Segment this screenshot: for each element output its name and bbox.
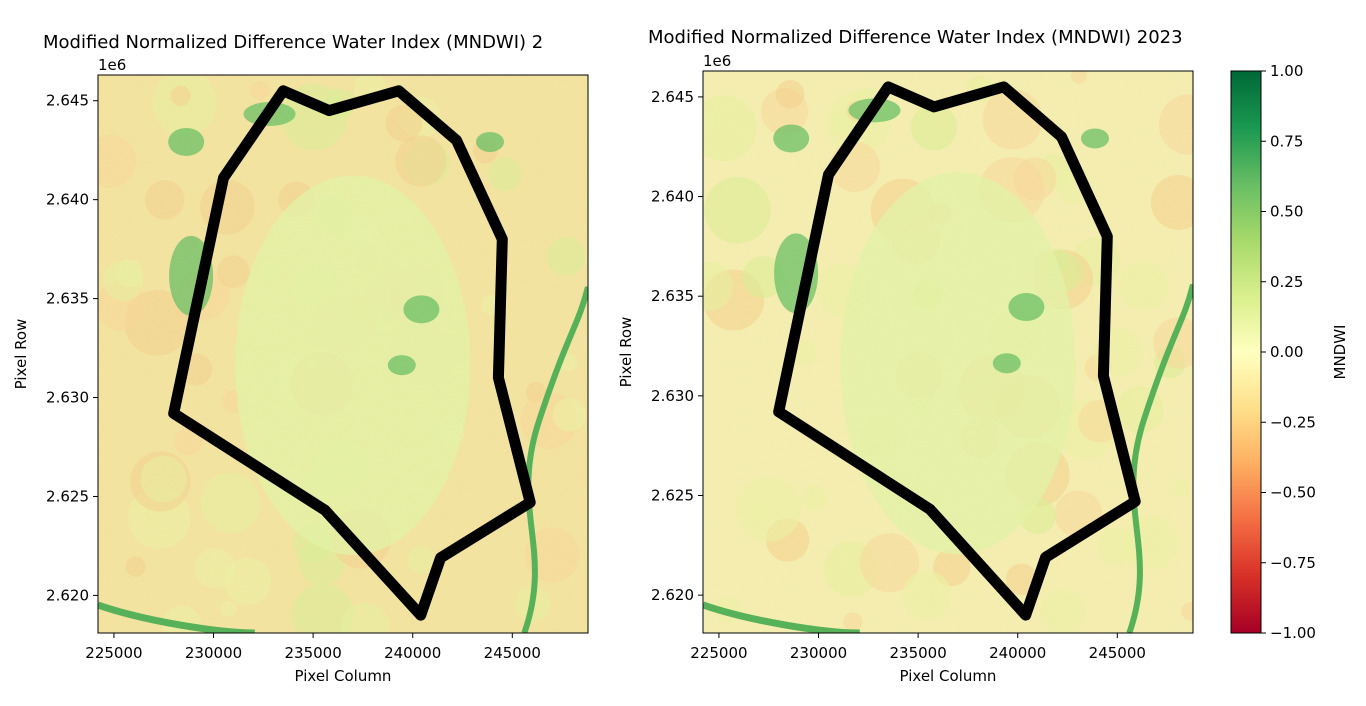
chart-title: Modified Normalized Difference Water Ind…	[648, 27, 1183, 48]
study-area-boundary	[773, 81, 1141, 621]
y-tick-label: 2.620	[651, 586, 694, 604]
x-tick-label: 245000	[1089, 644, 1146, 662]
x-tick-label: 230000	[790, 644, 847, 662]
raster-texture	[98, 75, 588, 633]
y-tick-label: 2.630	[46, 389, 89, 407]
colorbar-tick-label: −1.00	[1270, 624, 1316, 642]
y-tick-label: 2.620	[46, 586, 89, 604]
y-offset-label: 1e6	[98, 56, 126, 74]
chart-panel-2: Modified Normalized Difference Water Ind…	[617, 27, 1194, 685]
x-tick-label: 240000	[384, 644, 441, 662]
y-tick-label: 2.630	[651, 387, 694, 405]
colorbar-tick-label: 0.00	[1270, 343, 1303, 361]
chart-title: Modified Normalized Difference Water Ind…	[43, 32, 543, 53]
colorbar-tick-label: −0.50	[1270, 484, 1316, 502]
mndwi-raster	[703, 71, 1193, 633]
y-tick-label: 2.640	[651, 188, 694, 206]
colorbar-tick-label: 1.00	[1270, 62, 1303, 80]
y-tick-label: 2.625	[46, 487, 89, 505]
raster-texture	[703, 71, 1193, 633]
y-offset-label: 1e6	[703, 52, 731, 70]
colorbar: 1.00 0.75 0.50 0.25 0.00 −0.25 −0.50 −0.75 −1.00…	[1230, 62, 1349, 642]
axes-frame	[97, 74, 589, 634]
x-tick-label: 225000	[690, 644, 747, 662]
y-tick-label: 2.625	[651, 486, 694, 504]
mndwi-raster	[98, 75, 588, 633]
x-tick-label: 245000	[484, 644, 541, 662]
x-tick-label: 235000	[889, 644, 946, 662]
colorbar-tick-label: 0.50	[1270, 203, 1303, 221]
x-tick-label: 230000	[185, 644, 242, 662]
colorbar-gradient	[1230, 70, 1262, 634]
x-tick-label: 235000	[284, 644, 341, 662]
y-tick-label: 2.635	[46, 290, 89, 308]
x-tick-label: 225000	[85, 644, 142, 662]
colorbar-tick-label: 0.25	[1270, 273, 1303, 291]
colorbar-tick-label: −0.25	[1270, 413, 1316, 431]
axes-frame	[702, 70, 1194, 634]
y-tick-label: 2.645	[46, 92, 89, 110]
axes-layer: Modified Normalized Difference Water Ind…	[12, 27, 1194, 685]
x-axis-label: Pixel Column	[295, 667, 392, 685]
chart-panel-1: Modified Normalized Difference Water Ind…	[12, 32, 589, 685]
y-axis-label: Pixel Row	[12, 319, 30, 390]
y-axis-label: Pixel Row	[617, 317, 635, 388]
y-tick-label: 2.645	[651, 88, 694, 106]
y-tick-label: 2.640	[46, 191, 89, 209]
colorbar-label: MNDWI	[1331, 325, 1349, 380]
study-area-boundary	[168, 85, 536, 621]
x-axis-label: Pixel Column	[900, 667, 997, 685]
colorbar-tick-label: 0.75	[1270, 132, 1303, 150]
x-tick-label: 240000	[989, 644, 1046, 662]
y-tick-label: 2.635	[651, 287, 694, 305]
colorbar-tick-label: −0.75	[1270, 554, 1316, 572]
